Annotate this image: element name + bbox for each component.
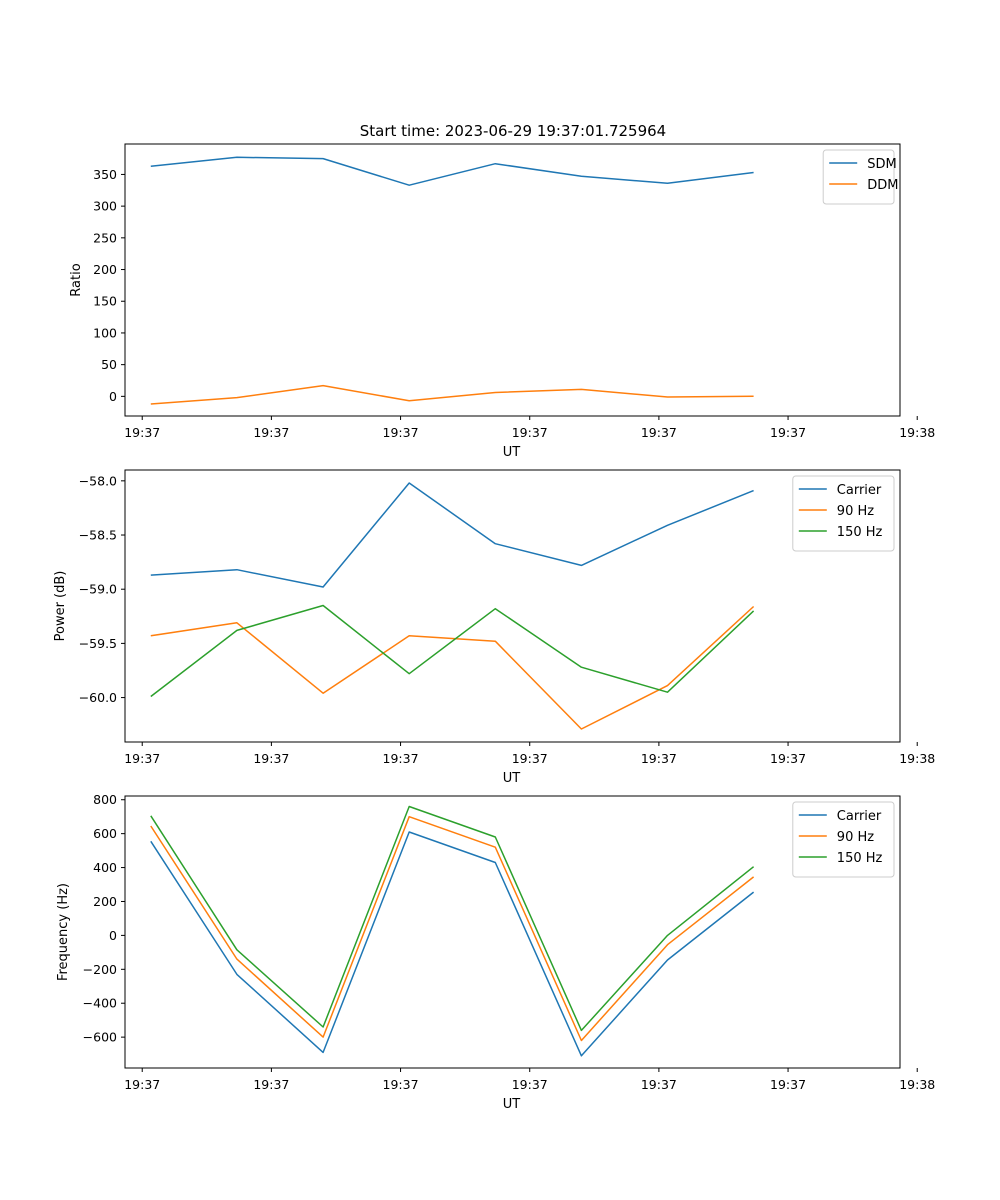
ratio-x-axis-label: UT <box>503 445 521 460</box>
ratio-y-tick-label: 0 <box>109 389 117 404</box>
ratio-y-tick-label: 350 <box>93 167 117 182</box>
power-x-tick-label: 19:37 <box>770 751 806 766</box>
frequency-series-line-carrier <box>150 831 755 1057</box>
power-x-tick-label: 19:37 <box>124 751 160 766</box>
ratio-y-tick-label: 250 <box>93 230 117 245</box>
ratio-y-tick-label: 150 <box>93 294 117 309</box>
power-y-tick-label: −60.0 <box>79 690 117 705</box>
frequency-legend-label-150-hz: 150 Hz <box>837 851 883 866</box>
power-legend-label-carrier: Carrier <box>837 483 882 498</box>
power-x-tick-label: 19:37 <box>512 751 548 766</box>
frequency-legend <box>792 801 895 878</box>
power-legend-label-90-hz: 90 Hz <box>837 504 874 519</box>
frequency-x-tick-label: 19:37 <box>383 1077 419 1092</box>
ratio-legend-label-sdm: SDM <box>867 157 896 172</box>
power-x-tick-label: 19:37 <box>383 751 419 766</box>
power-y-tick-label: −58.5 <box>79 528 117 543</box>
ratio-panel: 19:37 19:37 19:37 19:37 19:37 19:37 19:38 0 50 10… <box>69 143 935 460</box>
power-series-line-90-hz <box>150 605 755 730</box>
ratio-y-tick-label: 50 <box>101 357 117 372</box>
figure-title: Start time: 2023-06-29 19:37:01.725964 <box>360 122 666 140</box>
frequency-x-tick-label: 19:37 <box>124 1077 160 1092</box>
frequency-y-tick-label: 800 <box>93 792 117 807</box>
frequency-x-tick-label: 19:37 <box>253 1077 289 1092</box>
ratio-y-tick-label: 100 <box>93 325 117 340</box>
power-y-tick-label: −59.0 <box>79 582 117 597</box>
frequency-y-axis-label: Frequency (Hz) <box>56 883 71 981</box>
frequency-y-tick-label: 0 <box>109 928 117 943</box>
ratio-x-tick-label: 19:37 <box>770 425 806 440</box>
frequency-x-tick-label: 19:37 <box>770 1077 806 1092</box>
ratio-y-tick-label: 300 <box>93 199 117 214</box>
ratio-x-tick-label: 19:37 <box>641 425 677 440</box>
frequency-x-tick-label: 19:37 <box>512 1077 548 1092</box>
ratio-x-tick-label: 19:37 <box>124 425 160 440</box>
power-x-axis-label: UT <box>503 771 521 786</box>
frequency-series-line-90-hz <box>150 815 755 1042</box>
frequency-x-tick-label: 19:38 <box>899 1077 935 1092</box>
power-x-tick-label: 19:37 <box>641 751 677 766</box>
frequency-legend-label-90-hz: 90 Hz <box>837 830 874 845</box>
ratio-x-tick-label: 19:37 <box>512 425 548 440</box>
frequency-x-axis-label: UT <box>503 1097 521 1112</box>
frequency-y-tick-label: 400 <box>93 860 117 875</box>
ratio-axes-frame <box>124 143 901 417</box>
power-series-line-150-hz <box>150 604 755 698</box>
power-y-axis-label: Power (dB) <box>53 571 68 642</box>
frequency-x-tick-label: 19:37 <box>641 1077 677 1092</box>
ratio-series-line-ddm <box>150 384 754 405</box>
power-axes-frame <box>124 469 901 743</box>
ratio-y-tick-label: 200 <box>93 262 117 277</box>
power-y-tick-label: −59.5 <box>79 636 117 651</box>
ratio-x-tick-label: 19:37 <box>383 425 419 440</box>
power-legend-label-150-hz: 150 Hz <box>837 525 883 540</box>
ratio-x-tick-label: 19:37 <box>253 425 289 440</box>
frequency-y-tick-label: −400 <box>83 996 117 1011</box>
frequency-panel: 19:37 19:37 19:37 19:37 19:37 19:37 19:38 −600 −… <box>56 792 935 1112</box>
frequency-y-tick-label: 600 <box>93 826 117 841</box>
power-y-tick-label: −58.0 <box>79 473 117 488</box>
frequency-y-tick-label: −600 <box>83 1030 117 1045</box>
power-legend <box>792 475 895 552</box>
power-x-tick-label: 19:38 <box>899 751 935 766</box>
frequency-y-tick-label: 200 <box>93 894 117 909</box>
ratio-series-line-sdm <box>150 156 754 186</box>
power-panel: 19:37 19:37 19:37 19:37 19:37 19:37 19:38 −60.0… <box>53 469 935 786</box>
ratio-x-tick-label: 19:38 <box>899 425 935 440</box>
frequency-axes-frame <box>124 795 901 1069</box>
ratio-legend-label-ddm: DDM <box>867 178 898 193</box>
ratio-y-axis-label: Ratio <box>69 263 84 296</box>
power-series-line-carrier <box>150 482 754 588</box>
frequency-y-tick-label: −200 <box>83 962 117 977</box>
frequency-legend-label-carrier: Carrier <box>837 809 882 824</box>
power-x-tick-label: 19:37 <box>253 751 289 766</box>
frequency-series-line-150-hz <box>150 805 755 1032</box>
